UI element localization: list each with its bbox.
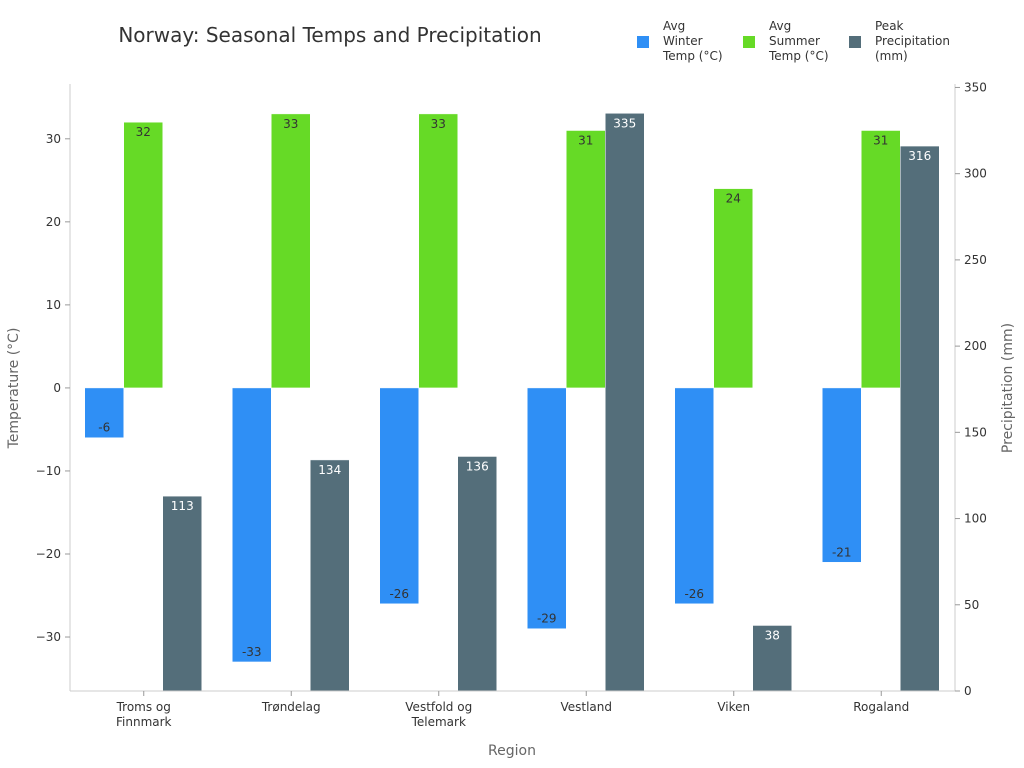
data-label: -33 xyxy=(242,645,262,659)
x-tick-label-line: Vestland xyxy=(560,700,612,714)
data-label: -21 xyxy=(832,545,852,559)
data-label: 113 xyxy=(171,499,194,513)
bar xyxy=(713,188,753,389)
bar xyxy=(900,145,940,692)
data-label: 33 xyxy=(283,117,298,131)
x-tick-label-line: Trøndelag xyxy=(261,700,321,714)
y2-tick-label: 0 xyxy=(964,684,972,698)
bar xyxy=(822,387,862,563)
data-label: 31 xyxy=(873,134,888,148)
legend-label-line: Peak xyxy=(875,19,904,33)
legend-label-line: Winter xyxy=(663,34,703,48)
bar xyxy=(162,495,202,692)
x-tick-label-line: Viken xyxy=(717,700,750,714)
data-label: 335 xyxy=(613,116,636,130)
bar xyxy=(527,387,567,629)
x-axis-label: Region xyxy=(488,743,536,759)
x-tick-label-line: Finnmark xyxy=(116,715,172,729)
data-label: 134 xyxy=(318,463,341,477)
y2-axis-label: Precipitation (mm) xyxy=(1000,323,1016,453)
y-tick-label: 20 xyxy=(46,215,61,229)
data-label: -6 xyxy=(98,421,110,435)
y2-tick-label: 50 xyxy=(964,598,979,612)
bar xyxy=(271,113,311,389)
legend-label: Avg Winter Temp (°C) xyxy=(662,19,723,63)
bar xyxy=(861,130,901,389)
legend-swatch xyxy=(849,36,861,48)
x-tick-label: Vestfold og Telemark xyxy=(405,700,472,729)
y2-tick-label: 150 xyxy=(964,425,987,439)
x-tick-label: Rogaland xyxy=(853,700,909,714)
data-label: 32 xyxy=(136,125,151,139)
bar xyxy=(674,387,714,605)
x-tick-label-line: Telemark xyxy=(411,715,466,729)
x-tick-label: Troms og Finnmark xyxy=(116,700,172,729)
legend-label-line: Temp (°C) xyxy=(662,49,723,63)
y2-tick-label: 350 xyxy=(964,80,987,94)
bar xyxy=(418,113,458,389)
bar xyxy=(566,130,606,389)
y-tick-label: −20 xyxy=(36,547,61,561)
data-label: 316 xyxy=(908,149,931,163)
y-tick-label: 10 xyxy=(46,298,61,312)
y2-tick-label: 250 xyxy=(964,253,987,267)
legend-label-line: Temp (°C) xyxy=(768,49,829,63)
y-tick-label: 0 xyxy=(53,381,61,395)
bar xyxy=(232,387,272,663)
data-label: 136 xyxy=(466,459,489,473)
bar xyxy=(752,625,792,692)
bar xyxy=(379,387,419,605)
data-label: -29 xyxy=(537,612,557,626)
y2-tick-label: 200 xyxy=(964,339,987,353)
y-tick-label: −10 xyxy=(36,464,61,478)
x-tick-label-line: Rogaland xyxy=(853,700,909,714)
y-tick-label: 30 xyxy=(46,132,61,146)
y2-tick-label: 300 xyxy=(964,167,987,181)
bar xyxy=(84,387,124,438)
legend-swatch xyxy=(637,36,649,48)
legend-swatch xyxy=(743,36,755,48)
legend-label: Avg Summer Temp (°C) xyxy=(768,19,829,63)
legend-label-line: Summer xyxy=(769,34,820,48)
data-label: 31 xyxy=(578,134,593,148)
bar xyxy=(310,459,350,692)
x-tick-label-line: Vestfold og xyxy=(405,700,472,714)
data-label: 33 xyxy=(431,117,446,131)
data-label: -26 xyxy=(684,587,704,601)
legend-label: Peak Precipitation (mm) xyxy=(875,19,950,63)
y-tick-label: −30 xyxy=(36,630,61,644)
legend-label-line: Avg xyxy=(769,19,791,33)
x-tick-label: Vestland xyxy=(560,700,612,714)
data-label: 38 xyxy=(765,628,780,642)
y2-tick-label: 100 xyxy=(964,512,987,526)
legend-label-line: Avg xyxy=(663,19,685,33)
x-tick-label-line: Troms og xyxy=(116,700,171,714)
legend-label-line: (mm) xyxy=(875,49,908,63)
x-tick-label: Trøndelag xyxy=(261,700,321,714)
data-label: -26 xyxy=(389,587,409,601)
bar xyxy=(605,113,645,692)
data-label: 24 xyxy=(726,192,741,206)
legend-label-line: Precipitation xyxy=(875,34,950,48)
y-axis-label: Temperature (°C) xyxy=(6,328,22,450)
bar xyxy=(123,121,163,389)
chart-title: Norway: Seasonal Temps and Precipitation xyxy=(118,23,541,47)
bar xyxy=(457,456,497,692)
x-tick-label: Viken xyxy=(717,700,750,714)
legend: Avg Winter Temp (°C)Avg Summer Temp (°C)Peak… xyxy=(637,19,950,63)
